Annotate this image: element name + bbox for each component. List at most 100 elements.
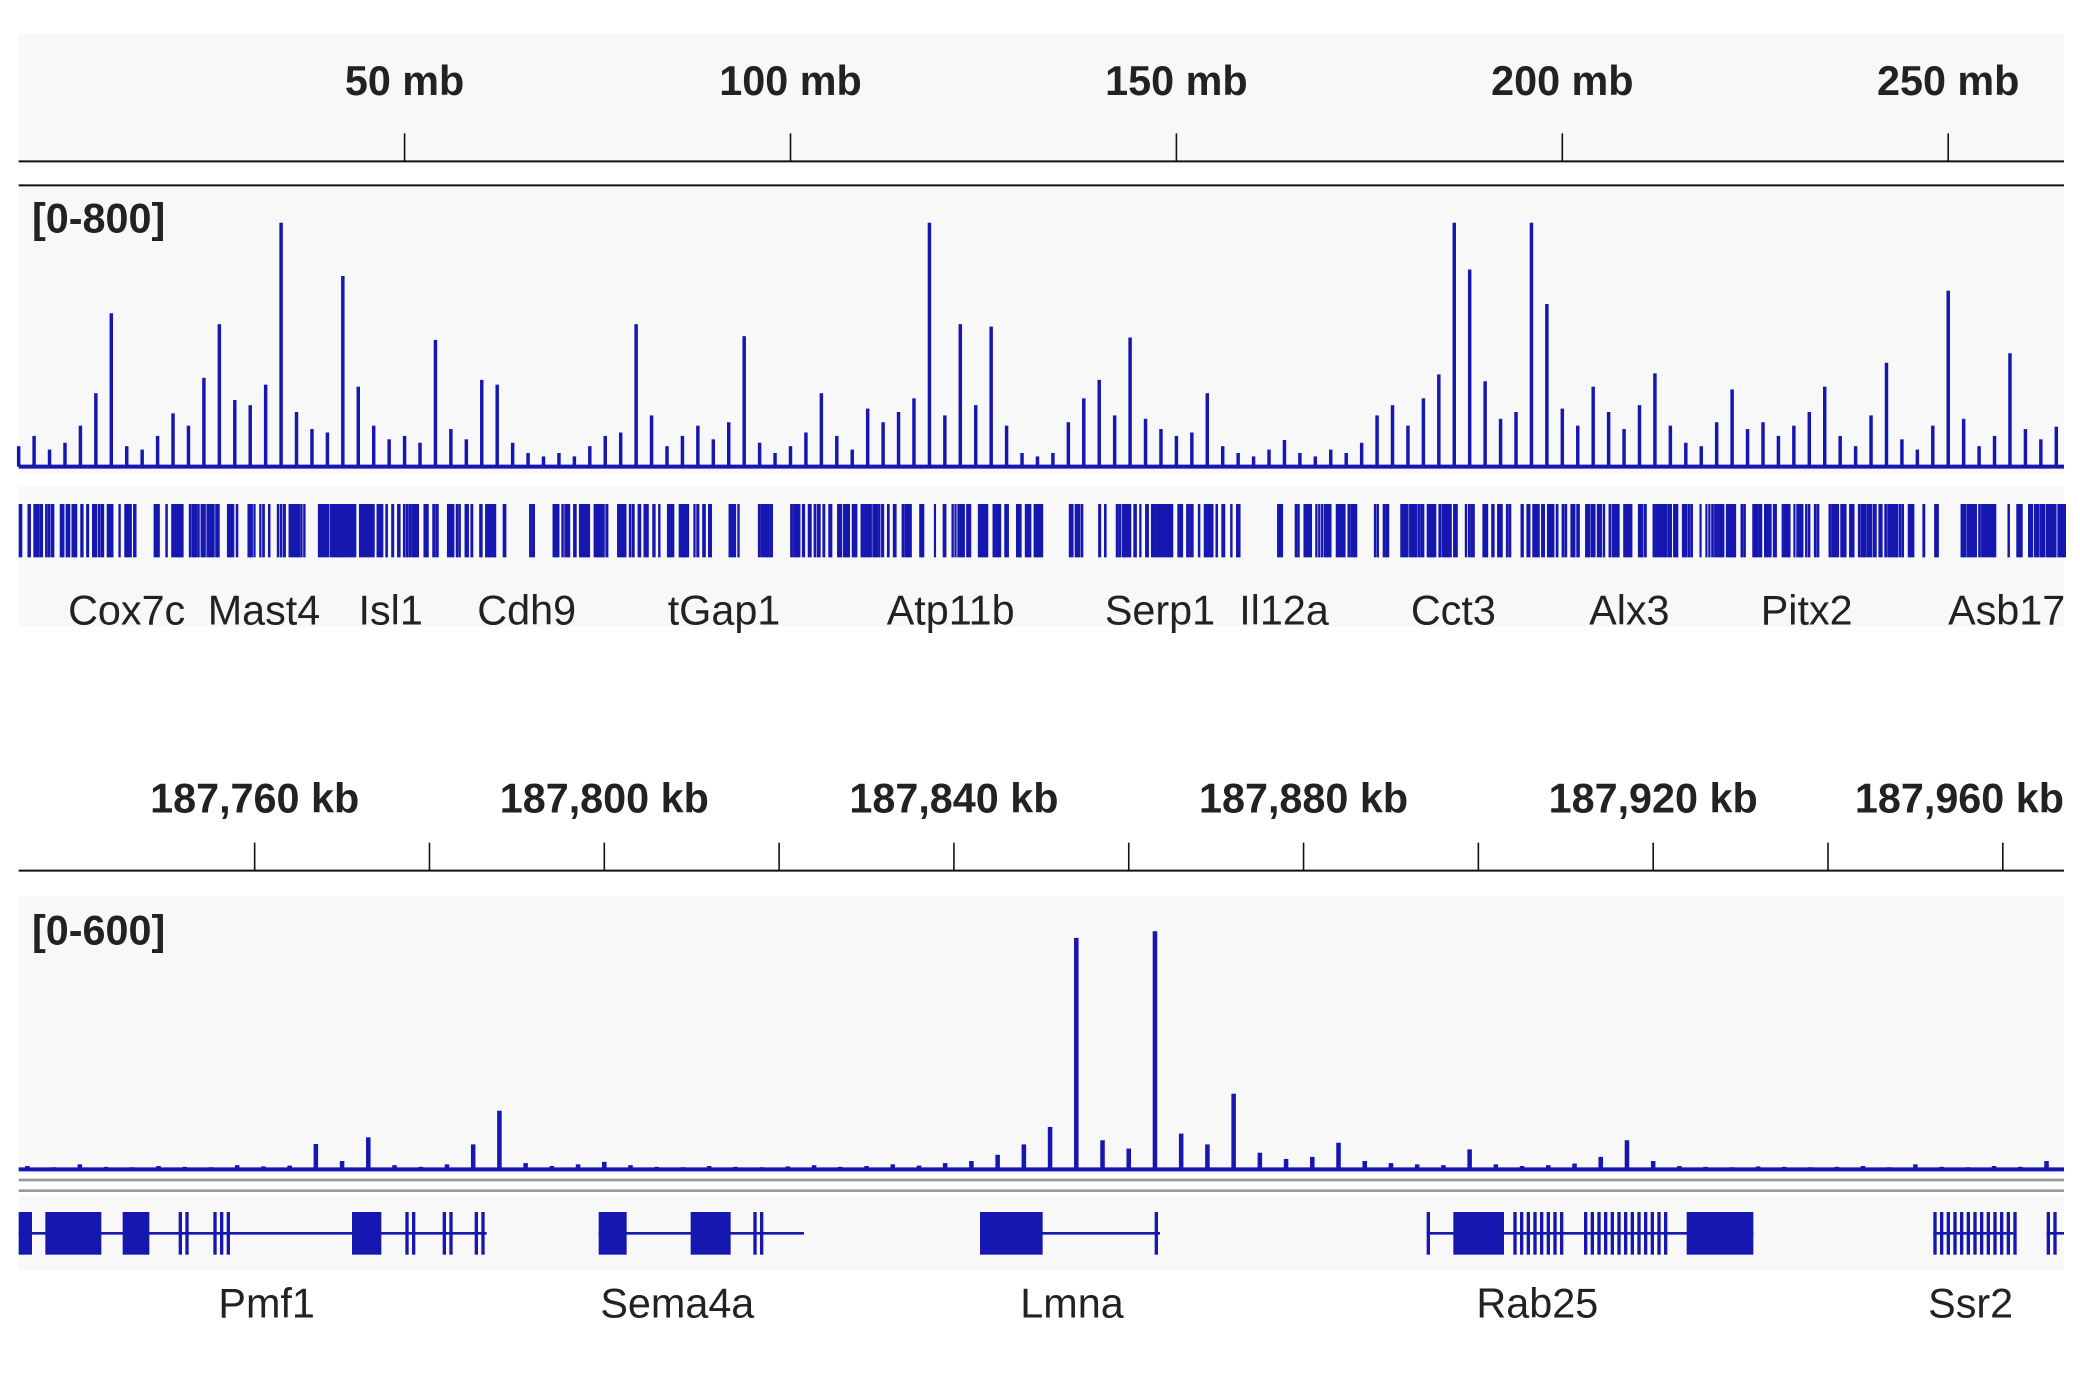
signal-bar (958, 324, 963, 467)
gene-stripe (1687, 504, 1691, 558)
gene-stripe (449, 504, 455, 558)
gene-stripe (892, 504, 897, 558)
signal-bar (1745, 429, 1750, 467)
gene-stripe (45, 504, 48, 558)
gene-stripe (2054, 504, 2057, 558)
gene-stripe (1743, 504, 1746, 558)
gene-stripe (1497, 504, 1502, 558)
signal-bar (1703, 1166, 1708, 1170)
gene-stripe (2030, 504, 2034, 558)
signal-bar (1152, 931, 1158, 1170)
gene-stripe (1438, 504, 1441, 558)
gene-stripe (1526, 504, 1531, 558)
gene-stripe (995, 504, 999, 558)
gene-stripe (2063, 504, 2066, 558)
gene-stripe (1412, 504, 1416, 558)
gene-stripe (1121, 504, 1126, 558)
gene-stripe (1796, 504, 1801, 558)
signal-bar (1220, 446, 1225, 467)
gene-stripe (1658, 504, 1663, 558)
gene-label: Asb17 (1948, 587, 2065, 633)
gene-stripe (1611, 504, 1615, 558)
gene-stripe (1350, 504, 1355, 558)
exon (690, 1212, 731, 1255)
gene-stripe (529, 504, 532, 558)
exon (1426, 1212, 1430, 1255)
signal-bar (103, 1166, 109, 1170)
gene-stripe (1520, 504, 1524, 558)
gene-stripe (1444, 504, 1449, 558)
gene-stripe (100, 504, 105, 558)
gene-stripe (1934, 504, 1939, 558)
gene-stripe (397, 504, 401, 558)
gene-stripe (297, 504, 301, 558)
gene-stripe (479, 504, 483, 558)
gene-stripe (581, 504, 586, 558)
gene-stripe (464, 504, 469, 558)
gene-stripe (1447, 504, 1452, 558)
exon (1540, 1212, 1544, 1255)
gene-stripe (1541, 504, 1545, 558)
signal-bar (1931, 425, 1935, 467)
gene-stripe (1805, 504, 1808, 558)
gene-stripe (1986, 504, 1991, 558)
exon (1624, 1212, 1628, 1255)
gene-stripe (1717, 504, 1722, 558)
gene-stripe (1432, 504, 1437, 558)
gene-stripe (731, 504, 737, 558)
gene-stripe (502, 504, 507, 558)
exon (18, 1212, 32, 1255)
gene-stripe (341, 504, 345, 558)
gene-stripe (1376, 504, 1379, 558)
signal-bar (711, 439, 716, 467)
signal-bar (1467, 1149, 1472, 1170)
exon (598, 1212, 627, 1255)
signal-bar (1853, 446, 1858, 467)
gene-stripe (1321, 504, 1324, 558)
gene-stripe (561, 504, 564, 558)
signal-bar (1375, 415, 1379, 467)
signal-bar (287, 1165, 292, 1170)
gene-stripe (1177, 504, 1183, 558)
gene-stripe (59, 504, 65, 558)
gene-stripe (933, 504, 937, 558)
signal-bar (1991, 1166, 1997, 1170)
signal-bar (480, 379, 484, 467)
gene-stripe (1546, 504, 1551, 558)
gene-stripe (1036, 504, 1041, 558)
exon (1513, 1212, 1517, 1255)
gene-label: Lmna (1020, 1281, 1123, 1327)
signal-bar (733, 1166, 738, 1170)
gene-stripe (1406, 504, 1409, 558)
gene-stripe (485, 504, 490, 558)
exon (1597, 1212, 1601, 1255)
gene-stripe (828, 504, 833, 558)
gene-stripe (1813, 504, 1817, 558)
signal-bar (387, 439, 391, 467)
gene-stripe (165, 504, 168, 558)
gene-stripe (288, 504, 292, 558)
gene-stripe (1860, 504, 1865, 558)
gene-stripe (1033, 504, 1038, 558)
gene-stripe (1335, 504, 1339, 558)
range-label: [0-800] (32, 195, 165, 241)
signal-bar (696, 425, 700, 467)
signal-bar (1622, 429, 1626, 467)
signal-bar (1390, 405, 1395, 467)
gene-stripe (1992, 504, 1997, 558)
gene-stripe (728, 504, 733, 558)
gene-stripe (1664, 504, 1668, 558)
signal-bar (497, 1110, 502, 1170)
exon (2000, 1212, 2004, 1255)
signal-bar (433, 339, 438, 467)
gene-stripe (156, 504, 160, 558)
gene-stripe (376, 504, 380, 558)
gene-stripe (564, 504, 569, 558)
gene-stripe (881, 504, 885, 558)
gene-stripe (757, 504, 761, 558)
gene-stripe (904, 504, 909, 558)
gene-stripe (1708, 504, 1711, 558)
gene-stripe (2048, 504, 2053, 558)
exon (1686, 1212, 1754, 1255)
gene-stripe (969, 504, 972, 558)
